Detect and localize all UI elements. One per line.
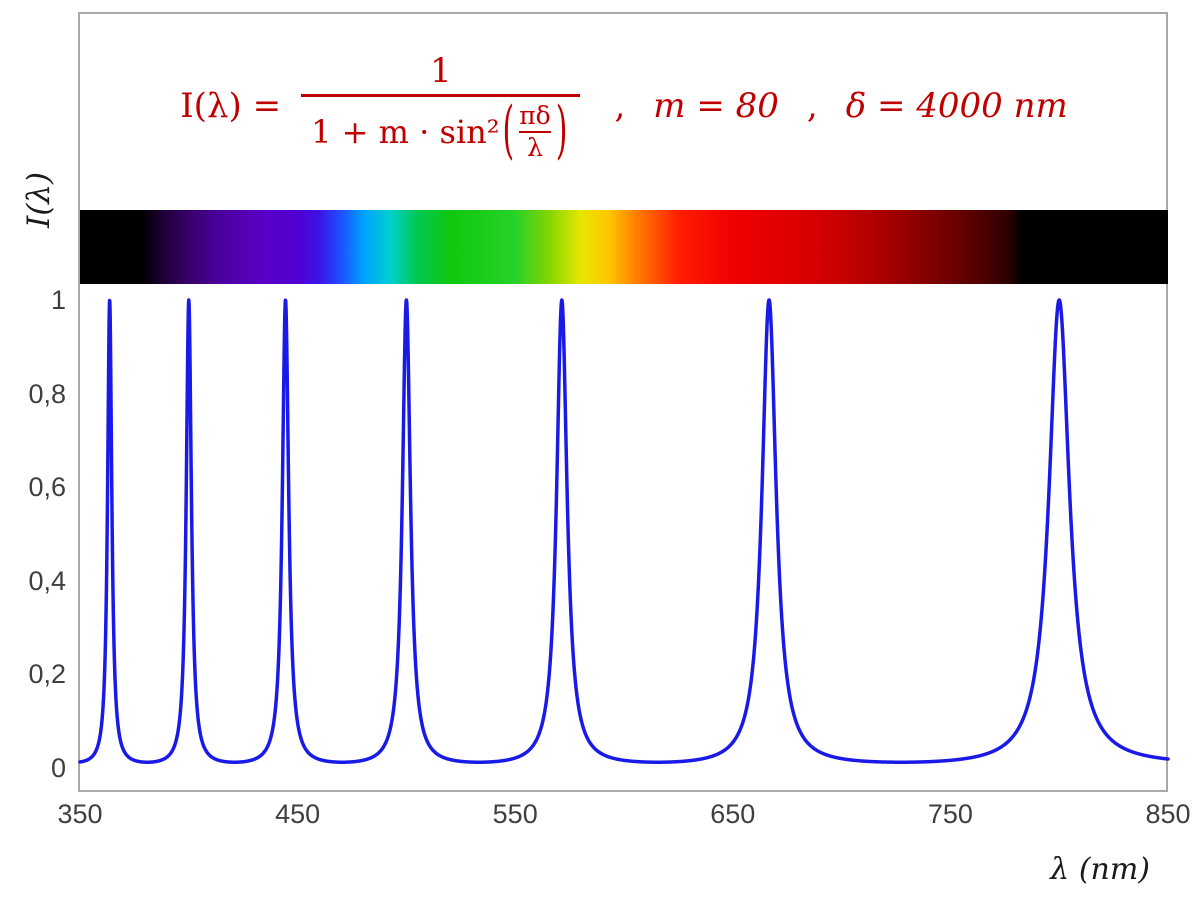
- fraction-numerator: 1: [429, 50, 452, 91]
- formula-lhs: I(λ) =: [180, 86, 282, 126]
- x-axis-title: λ (nm): [1050, 852, 1150, 887]
- inner-fraction: πδ λ: [519, 100, 551, 162]
- separator: ,: [806, 86, 818, 126]
- x-tick-label: 350: [57, 799, 103, 829]
- intensity-curve: [78, 298, 1170, 764]
- param-m: m = 80: [653, 86, 779, 126]
- y-tick-label: 0,6: [28, 472, 66, 503]
- x-tick-label: 550: [492, 799, 538, 829]
- y-axis-title: I(λ): [21, 171, 57, 229]
- inner-denominator: λ: [527, 132, 543, 162]
- y-tick-label: 0: [50, 753, 66, 783]
- x-tick-label: 450: [275, 799, 321, 829]
- y-tick-label: 0,2: [28, 659, 66, 690]
- x-tick-label: 850: [1145, 799, 1191, 829]
- open-paren: (: [502, 93, 515, 168]
- plot-frame: [78, 12, 1168, 792]
- formula: I(λ) = 1 1 + m · sin² ( πδ λ ) , m = 80 …: [80, 36, 1168, 176]
- fraction-bar: [301, 93, 581, 97]
- separator: ,: [614, 86, 626, 126]
- visible-spectrum-bar: [80, 210, 1168, 284]
- y-tick-label: 1: [50, 285, 66, 315]
- fraction-denominator: 1 + m · sin² ( πδ λ ): [301, 94, 580, 168]
- inner-fraction-bar: [519, 130, 551, 133]
- y-tick-label: 0,8: [28, 378, 66, 409]
- denominator-prefix: 1 + m · sin²: [311, 112, 500, 151]
- y-tick-label: 0,4: [28, 565, 66, 596]
- x-tick-label: 650: [710, 799, 756, 829]
- param-delta: δ = 4000 nm: [845, 86, 1068, 126]
- x-tick-label: 750: [927, 799, 973, 829]
- close-paren: ): [555, 93, 568, 168]
- inner-numerator: πδ: [519, 100, 551, 130]
- formula-fraction: 1 1 + m · sin² ( πδ λ ): [301, 50, 581, 168]
- airy-function-path: [78, 298, 1170, 764]
